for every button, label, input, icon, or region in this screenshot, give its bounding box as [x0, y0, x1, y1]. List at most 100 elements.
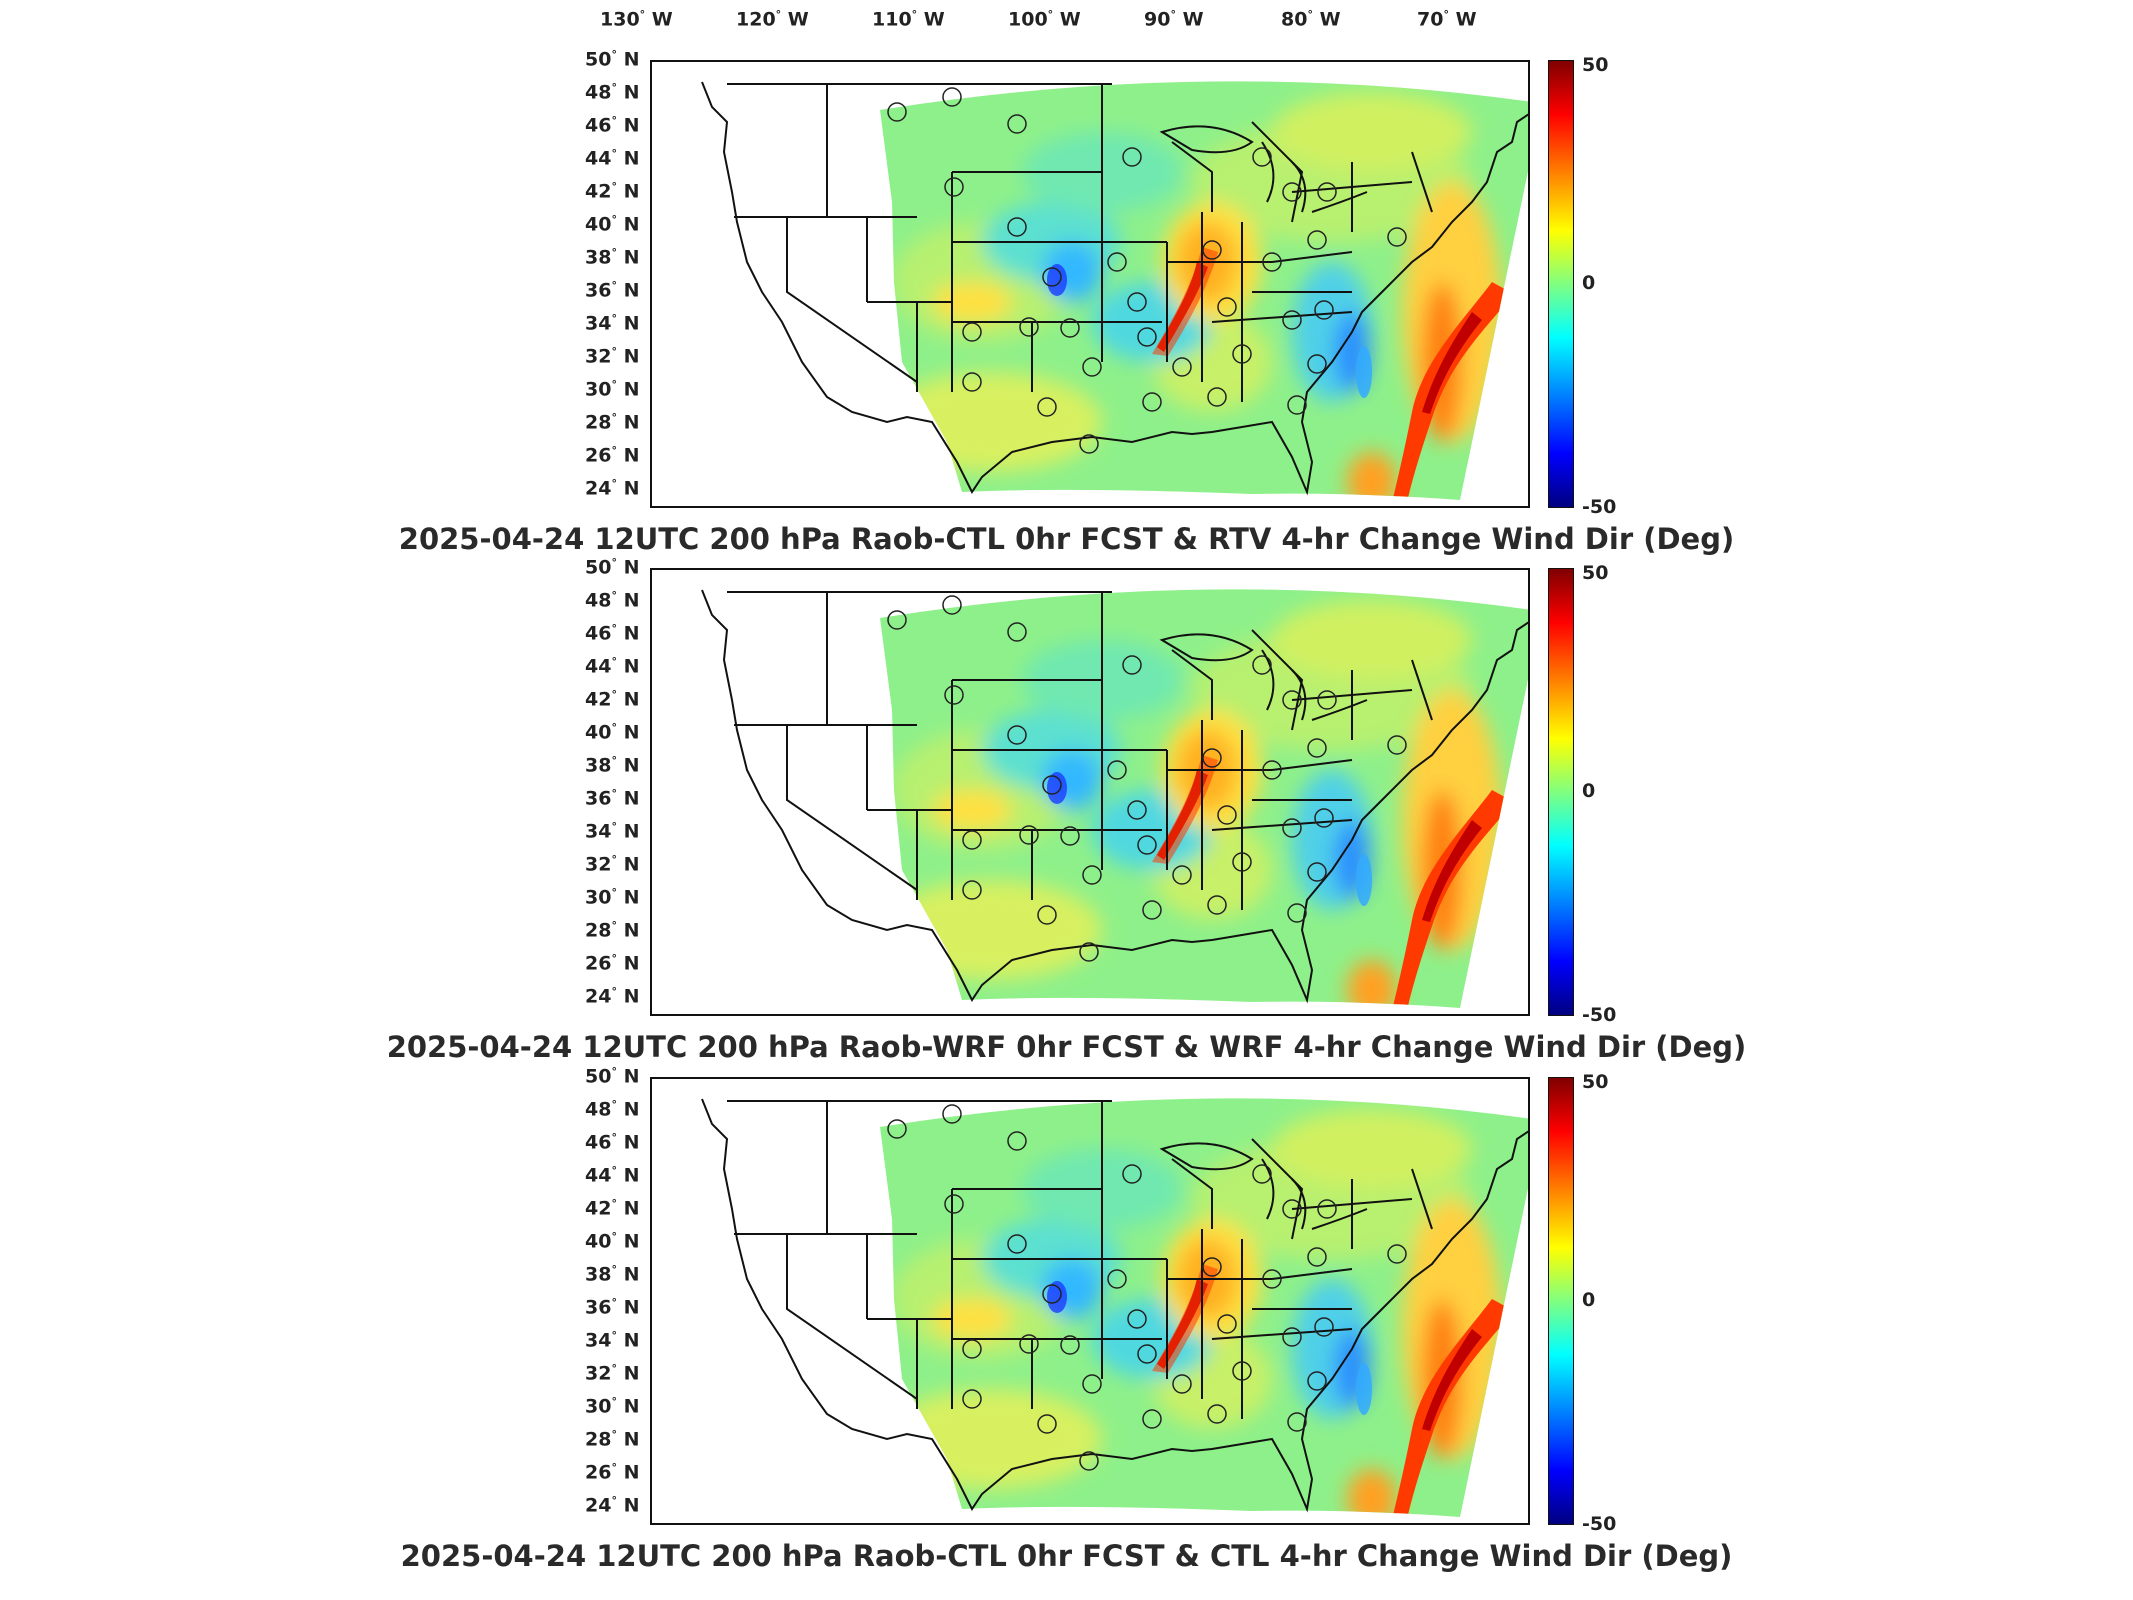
lat-label: 50° N: [585, 48, 643, 70]
lat-label-deg: 40: [585, 1230, 612, 1253]
lat-label-deg: 30: [585, 1395, 612, 1418]
degree-symbol: °: [1307, 8, 1313, 21]
lat-label: 36° N: [585, 279, 643, 301]
degree-symbol: °: [611, 81, 617, 94]
lat-label-dir: N: [623, 985, 640, 1008]
degree-symbol: °: [611, 1296, 617, 1309]
lat-label-dir: N: [623, 952, 640, 975]
lon-label: 80° W: [1281, 8, 1341, 30]
lon-label-dir: W: [1319, 8, 1341, 31]
lon-label-deg: 100: [1008, 8, 1048, 31]
lat-label-deg: 28: [585, 1428, 612, 1451]
lat-label-deg: 24: [585, 985, 612, 1008]
degree-symbol: °: [611, 1065, 617, 1078]
lon-label: 90° W: [1144, 8, 1204, 30]
lat-label-deg: 26: [585, 952, 612, 975]
raob-stations: [887, 87, 1407, 454]
degree-symbol: °: [611, 213, 617, 226]
lat-label-dir: N: [623, 1230, 640, 1253]
lat-label: 42° N: [585, 1197, 643, 1219]
lat-label-dir: N: [623, 81, 640, 104]
lon-label-deg: 110: [872, 8, 912, 31]
lat-label-deg: 38: [585, 246, 612, 269]
lat-label-dir: N: [623, 1329, 640, 1352]
lat-label: 44° N: [585, 147, 643, 169]
colorbar-tick-label: 50: [1582, 562, 1609, 584]
lon-label-deg: 80: [1281, 8, 1308, 31]
lat-label-dir: N: [623, 754, 640, 777]
lat-label-deg: 42: [585, 1197, 612, 1220]
raob-stations: [887, 595, 1407, 962]
lat-label: 46° N: [585, 1131, 643, 1153]
degree-symbol: °: [1047, 8, 1054, 21]
lat-label-deg: 46: [585, 622, 612, 645]
lon-label-dir: W: [651, 8, 673, 31]
degree-symbol: °: [611, 1461, 617, 1474]
colorbar-tick-label: 50: [1582, 54, 1609, 76]
lat-label-dir: N: [623, 1263, 640, 1286]
degree-symbol: °: [611, 345, 617, 358]
lat-label-dir: N: [623, 622, 640, 645]
lat-label: 38° N: [585, 754, 643, 776]
degree-symbol: °: [611, 246, 617, 259]
lat-label-deg: 48: [585, 81, 612, 104]
lat-label-deg: 24: [585, 1494, 612, 1517]
degree-symbol: °: [611, 1263, 617, 1276]
degree-symbol: °: [611, 721, 617, 734]
degree-symbol: °: [611, 1329, 617, 1342]
lat-label: 34° N: [585, 820, 643, 842]
lat-label: 46° N: [585, 622, 643, 644]
colorbar-tick-label: -50: [1582, 1004, 1617, 1026]
lat-label-dir: N: [623, 180, 640, 203]
degree-symbol: °: [611, 787, 617, 800]
lon-label-dir: W: [923, 8, 945, 31]
degree-symbol: °: [611, 1494, 617, 1507]
colorbar-tick-label: 0: [1582, 1289, 1596, 1311]
lat-label-deg: 36: [585, 1296, 612, 1319]
lat-label: 32° N: [585, 1362, 643, 1384]
lon-label: 70° W: [1417, 8, 1477, 30]
map-svg: [701, 81, 1528, 501]
lat-label-dir: N: [623, 48, 640, 71]
lat-label-deg: 30: [585, 378, 612, 401]
degree-symbol: °: [775, 8, 782, 21]
lat-label-deg: 48: [585, 1098, 612, 1121]
lat-label: 24° N: [585, 985, 643, 1007]
degree-symbol: °: [611, 411, 617, 424]
colorbar-tick-label: -50: [1582, 496, 1617, 518]
lat-label-dir: N: [623, 345, 640, 368]
lat-label-deg: 26: [585, 444, 612, 467]
lon-label-dir: W: [1059, 8, 1081, 31]
lat-label-dir: N: [623, 312, 640, 335]
degree-symbol: °: [611, 378, 617, 391]
lat-label: 48° N: [585, 589, 643, 611]
lat-label-deg: 46: [585, 1131, 612, 1154]
lat-label-dir: N: [623, 1494, 640, 1517]
lat-label: 44° N: [585, 1164, 643, 1186]
lat-label-dir: N: [623, 919, 640, 942]
lon-label-deg: 120: [736, 8, 776, 31]
lat-label-deg: 26: [585, 1461, 612, 1484]
lat-label-dir: N: [623, 1296, 640, 1319]
degree-symbol: °: [611, 1197, 617, 1210]
colorbar-tick-label: 0: [1582, 780, 1596, 802]
lon-label: 100° W: [1008, 8, 1081, 30]
degree-symbol: °: [639, 8, 646, 21]
lat-label-deg: 42: [585, 180, 612, 203]
lat-label-dir: N: [623, 787, 640, 810]
lat-label-dir: N: [623, 1197, 640, 1220]
lat-label-deg: 36: [585, 787, 612, 810]
lat-label-dir: N: [623, 246, 640, 269]
lat-label-dir: N: [623, 853, 640, 876]
lat-label: 30° N: [585, 1395, 643, 1417]
degree-symbol: °: [611, 180, 617, 193]
lat-label: 42° N: [585, 180, 643, 202]
panel-title: 2025-04-24 12UTC 200 hPa Raob-WRF 0hr FC…: [386, 1030, 1747, 1064]
lat-label-deg: 36: [585, 279, 612, 302]
lat-label-deg: 32: [585, 345, 612, 368]
degree-symbol: °: [611, 1131, 617, 1144]
state-boundaries: [701, 589, 1528, 1004]
degree-symbol: °: [611, 1164, 617, 1177]
lat-label-dir: N: [623, 1065, 640, 1088]
lat-label: 48° N: [585, 1098, 643, 1120]
